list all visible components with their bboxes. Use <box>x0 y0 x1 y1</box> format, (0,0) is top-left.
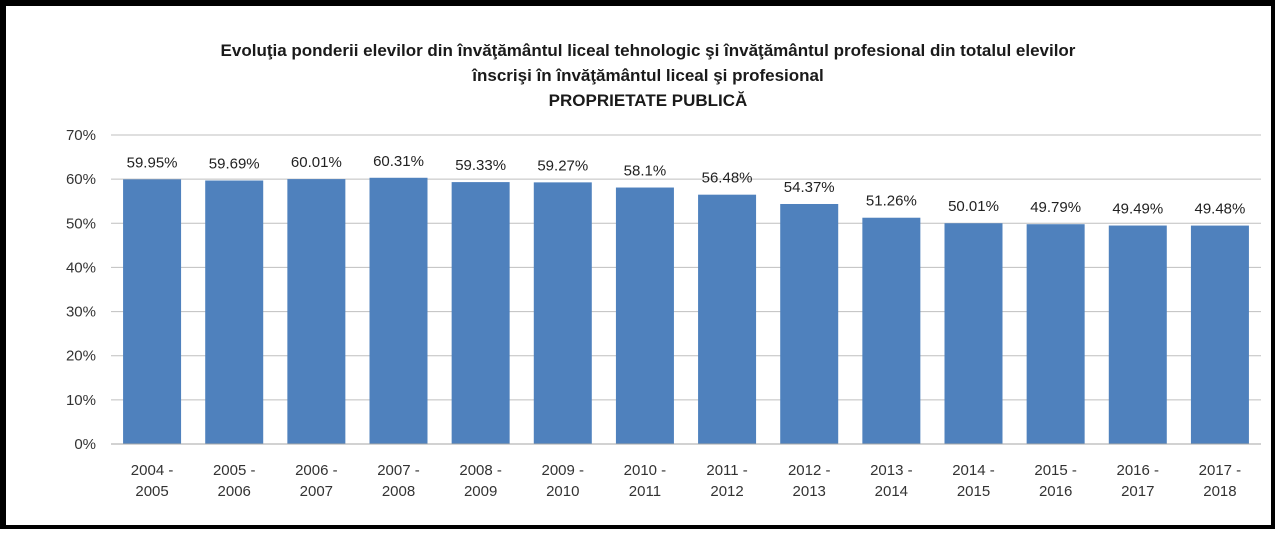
data-label: 58.1% <box>624 163 667 180</box>
bar <box>1026 224 1085 444</box>
data-label: 56.48% <box>702 170 753 187</box>
x-tick-label: 2006 - <box>295 462 338 479</box>
data-label: 60.31% <box>373 153 424 170</box>
data-label: 59.33% <box>455 157 506 174</box>
x-tick-label: 2015 <box>957 483 990 500</box>
bar <box>369 177 428 445</box>
y-tick-label: 40% <box>66 259 96 276</box>
data-label: 49.49% <box>1112 201 1163 218</box>
x-tick-label: 2013 <box>793 483 826 500</box>
x-tick-label: 2007 - <box>377 462 420 479</box>
x-tick-label: 2010 <box>546 483 579 500</box>
x-tick-label: 2008 <box>382 483 415 500</box>
x-tick-label: 2017 <box>1121 483 1154 500</box>
bar <box>944 223 1003 444</box>
x-tick-label: 2005 - <box>213 462 256 479</box>
bar <box>1190 225 1249 444</box>
data-label: 59.95% <box>127 154 178 171</box>
data-label: 60.01% <box>291 154 342 171</box>
chart-title-line-2: înscrişi în învăţământul liceal şi profe… <box>471 66 823 85</box>
bar <box>533 182 592 444</box>
x-tick-label: 2005 <box>135 483 168 500</box>
bar <box>205 180 264 444</box>
y-tick-label: 10% <box>66 392 96 409</box>
x-tick-label: 2012 <box>710 483 743 500</box>
bar-chart: Evoluţia ponderii elevilor din învăţămân… <box>66 41 1261 500</box>
bar <box>862 217 921 444</box>
y-tick-label: 60% <box>66 171 96 188</box>
data-label: 50.01% <box>948 198 999 215</box>
x-tick-label: 2015 - <box>1034 462 1077 479</box>
bar <box>1108 225 1167 444</box>
chart-title-line-3: PROPRIETATE PUBLICĂ <box>549 91 748 110</box>
data-label: 49.79% <box>1030 199 1081 216</box>
x-tick-label: 2011 <box>629 483 661 500</box>
x-tick-label: 2017 - <box>1199 462 1242 479</box>
bar <box>123 179 182 444</box>
x-tick-label: 2004 - <box>131 462 174 479</box>
y-tick-label: 50% <box>66 215 96 232</box>
x-tick-label: 2011 - <box>706 462 747 479</box>
x-tick-label: 2006 <box>218 483 251 500</box>
bar <box>615 187 674 444</box>
bar <box>451 182 510 444</box>
x-tick-label: 2016 <box>1039 483 1072 500</box>
x-tick-label: 2010 - <box>624 462 667 479</box>
data-label: 51.26% <box>866 193 917 210</box>
y-tick-label: 20% <box>66 348 96 365</box>
x-tick-label: 2009 - <box>542 462 585 479</box>
data-label: 59.69% <box>209 156 260 173</box>
data-label: 59.27% <box>537 157 588 174</box>
data-label: 54.37% <box>784 179 835 196</box>
y-tick-label: 0% <box>74 436 96 453</box>
x-tick-label: 2008 - <box>459 462 502 479</box>
bar <box>780 203 839 444</box>
chart-title-line-1: Evoluţia ponderii elevilor din învăţămân… <box>221 41 1076 60</box>
y-tick-label: 30% <box>66 304 96 321</box>
data-label: 49.48% <box>1194 201 1245 218</box>
x-tick-label: 2007 <box>300 483 333 500</box>
x-tick-label: 2013 - <box>870 462 913 479</box>
bar <box>698 194 757 444</box>
x-tick-label: 2012 - <box>788 462 831 479</box>
y-tick-label: 70% <box>66 127 96 144</box>
x-tick-label: 2014 <box>875 483 908 500</box>
x-tick-label: 2016 - <box>1117 462 1160 479</box>
x-tick-label: 2018 <box>1203 483 1236 500</box>
x-tick-label: 2009 <box>464 483 497 500</box>
x-tick-label: 2014 - <box>952 462 995 479</box>
bar <box>287 179 346 445</box>
